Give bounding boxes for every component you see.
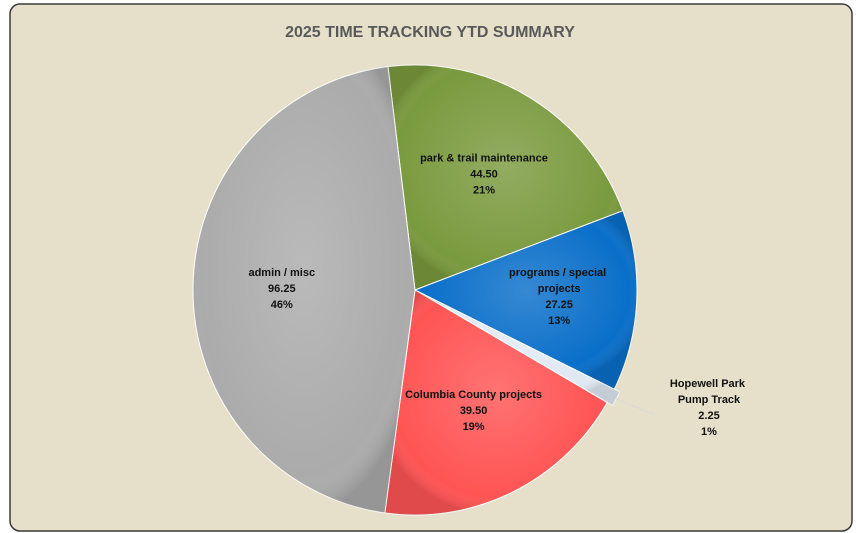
slice-value: 39.50 xyxy=(460,405,488,417)
data-label: admin / misc 96.25 46% xyxy=(248,267,315,311)
slice-percent: 21% xyxy=(473,184,495,196)
slice-name: Hopewell Park Pump Track xyxy=(670,378,748,406)
slice-percent: 13% xyxy=(548,315,570,327)
data-label: Hopewell Park Pump Track 2.25 1% xyxy=(670,378,748,438)
slice-value: 27.25 xyxy=(545,299,573,311)
slice-name: Columbia County projects xyxy=(405,389,542,401)
slice-value: 44.50 xyxy=(470,168,498,180)
slice-name: admin / misc xyxy=(248,267,315,279)
slice-name: park & trail maintenance xyxy=(420,152,548,164)
slice-percent: 46% xyxy=(271,299,293,311)
slice-value: 2.25 xyxy=(698,410,719,422)
slice-percent: 1% xyxy=(701,426,717,438)
data-label: park & trail maintenance 44.50 21% xyxy=(420,152,548,196)
data-label: Columbia County projects 39.50 19% xyxy=(405,389,542,433)
slice-percent: 19% xyxy=(463,421,485,433)
chart-title: 2025 TIME TRACKING YTD SUMMARY xyxy=(285,24,575,41)
leader-line xyxy=(615,398,656,416)
slice-value: 96.25 xyxy=(268,283,296,295)
